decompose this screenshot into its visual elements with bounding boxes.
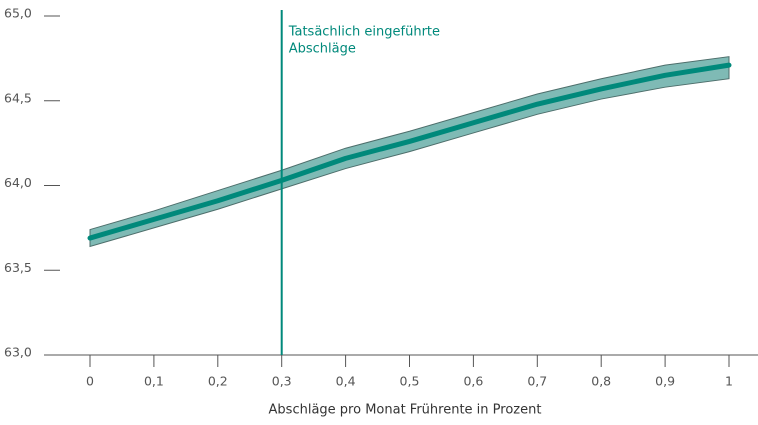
x-tick-label: 0,9 bbox=[655, 374, 675, 389]
y-tick-label: 64,0 bbox=[4, 175, 32, 190]
annotation-text: Tatsächlich eingeführte bbox=[288, 25, 440, 40]
line bbox=[87, 62, 732, 241]
x-tick-label: 0,6 bbox=[463, 374, 483, 389]
x-tick-label: 0,1 bbox=[144, 374, 164, 389]
y-tick-label: 63,5 bbox=[4, 260, 32, 275]
x-tick-label: 0,2 bbox=[208, 374, 228, 389]
y-tick-label: 63,0 bbox=[4, 345, 32, 360]
confidence-band bbox=[89, 56, 730, 248]
x-tick-label: 0,7 bbox=[527, 374, 547, 389]
x-tick-label: 0 bbox=[86, 374, 94, 389]
x-tick-label: 0,3 bbox=[272, 374, 292, 389]
x-tick-label: 0,5 bbox=[400, 374, 420, 389]
annotation-text: Abschläge bbox=[289, 42, 356, 57]
x-tick-label: 0,8 bbox=[591, 374, 611, 389]
x-tick-label: 0,4 bbox=[336, 374, 356, 389]
y-tick-label: 64,5 bbox=[4, 90, 32, 105]
x-tick-label: 1 bbox=[725, 374, 733, 389]
x-axis-label: Abschläge pro Monat Frührente in Prozent bbox=[269, 403, 542, 418]
y-tick-label: 65,0 bbox=[4, 6, 32, 21]
